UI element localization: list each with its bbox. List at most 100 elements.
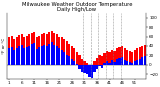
Bar: [81, 59, 83, 65]
Bar: [113, 51, 116, 65]
Bar: [106, 61, 108, 65]
Bar: [96, 65, 98, 69]
Bar: [108, 63, 111, 65]
Bar: [86, 63, 88, 65]
Bar: [53, 33, 55, 65]
Bar: [13, 39, 15, 65]
Bar: [36, 49, 38, 65]
Bar: [8, 37, 10, 65]
Bar: [104, 53, 106, 65]
Bar: [121, 46, 123, 65]
Bar: [36, 37, 38, 65]
Bar: [71, 46, 73, 65]
Bar: [13, 50, 15, 65]
Bar: [66, 55, 68, 65]
Bar: [136, 48, 138, 65]
Bar: [101, 65, 103, 68]
Bar: [73, 61, 76, 65]
Title: Milwaukee Weather Outdoor Temperature
Daily High/Low: Milwaukee Weather Outdoor Temperature Da…: [22, 2, 132, 12]
Bar: [124, 60, 126, 65]
Bar: [144, 56, 146, 65]
Bar: [41, 34, 43, 65]
Bar: [126, 50, 128, 65]
Bar: [43, 33, 45, 65]
Bar: [48, 44, 50, 65]
Bar: [113, 62, 116, 65]
Bar: [108, 52, 111, 65]
Bar: [18, 46, 20, 65]
Bar: [63, 39, 65, 65]
Bar: [83, 61, 85, 65]
Bar: [81, 65, 83, 72]
Bar: [23, 48, 25, 65]
Bar: [136, 60, 138, 65]
Bar: [131, 64, 133, 65]
Bar: [78, 65, 80, 69]
Bar: [46, 34, 48, 65]
Bar: [134, 61, 136, 65]
Bar: [43, 45, 45, 65]
Bar: [139, 59, 141, 65]
Bar: [121, 57, 123, 65]
Bar: [76, 52, 78, 65]
Bar: [18, 35, 20, 65]
Bar: [128, 51, 131, 65]
Bar: [71, 59, 73, 65]
Bar: [78, 55, 80, 65]
Bar: [28, 46, 30, 65]
Bar: [91, 65, 93, 67]
Bar: [141, 57, 143, 65]
Bar: [31, 44, 33, 65]
Bar: [88, 65, 91, 77]
Bar: [8, 48, 10, 65]
Bar: [98, 65, 101, 66]
Bar: [38, 36, 40, 65]
Bar: [144, 45, 146, 65]
Bar: [111, 50, 113, 65]
Bar: [93, 61, 96, 65]
Bar: [139, 47, 141, 65]
Bar: [126, 61, 128, 65]
Bar: [104, 63, 106, 65]
Bar: [106, 51, 108, 65]
Bar: [63, 52, 65, 65]
Bar: [128, 62, 131, 65]
Bar: [68, 56, 70, 65]
Bar: [31, 33, 33, 65]
Bar: [96, 58, 98, 65]
Bar: [93, 65, 96, 72]
Bar: [33, 43, 35, 65]
Bar: [48, 32, 50, 65]
Bar: [98, 55, 101, 65]
Bar: [21, 34, 23, 65]
Bar: [83, 65, 85, 73]
Bar: [58, 37, 60, 65]
Bar: [119, 58, 121, 65]
Bar: [101, 56, 103, 65]
Bar: [28, 34, 30, 65]
Bar: [16, 48, 18, 65]
Bar: [26, 47, 28, 65]
Bar: [124, 48, 126, 65]
Bar: [16, 37, 18, 65]
Bar: [56, 34, 58, 65]
Bar: [41, 46, 43, 65]
Y-axis label: °F or °C: °F or °C: [2, 38, 6, 54]
Bar: [61, 37, 63, 65]
Bar: [11, 47, 13, 65]
Bar: [116, 59, 118, 65]
Bar: [66, 41, 68, 65]
Bar: [56, 46, 58, 65]
Bar: [111, 60, 113, 65]
Bar: [46, 46, 48, 65]
Bar: [141, 46, 143, 65]
Bar: [91, 65, 93, 78]
Bar: [38, 47, 40, 65]
Bar: [51, 42, 53, 65]
Bar: [131, 52, 133, 65]
Bar: [26, 36, 28, 65]
Bar: [21, 45, 23, 65]
Bar: [73, 48, 76, 65]
Bar: [53, 45, 55, 65]
Bar: [116, 48, 118, 65]
